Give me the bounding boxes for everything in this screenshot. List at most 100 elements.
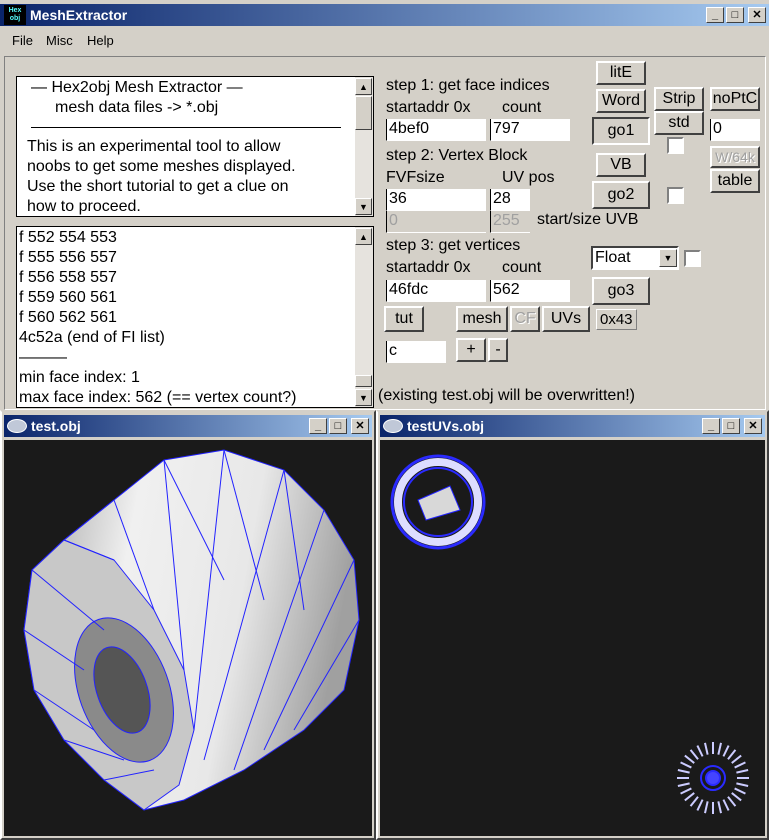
- scroll-thumb[interactable]: [355, 375, 372, 387]
- uv-spoke: [717, 742, 722, 755]
- log-line: f 560 562 561: [19, 309, 117, 326]
- log-line: f 559 560 561: [19, 289, 117, 306]
- std-button[interactable]: std: [654, 111, 704, 135]
- maximize-button[interactable]: □: [329, 418, 347, 434]
- w64k-button: W/64k: [710, 146, 760, 168]
- word-button[interactable]: Word: [596, 89, 646, 113]
- uv-spoke: [684, 792, 695, 802]
- uv-spoke: [727, 796, 737, 807]
- hex-label: 0x43: [596, 309, 637, 330]
- scroll-thumb[interactable]: [355, 96, 372, 130]
- noptc-input[interactable]: 0: [710, 119, 760, 141]
- fvfsize-input[interactable]: 36: [386, 189, 486, 211]
- status-text: (existing test.obj will be overwritten!): [378, 387, 635, 405]
- close-button[interactable]: ✕: [748, 7, 766, 23]
- scroll-down-icon[interactable]: ▼: [355, 198, 372, 215]
- mesh-render: [23, 449, 360, 811]
- log-line: min face index: 1: [19, 369, 140, 386]
- step1-title: step 1: get face indices: [386, 77, 554, 95]
- info-scrollbar[interactable]: ▲ ▼: [355, 77, 373, 216]
- lite-button[interactable]: litE: [596, 61, 646, 85]
- log-scrollbar[interactable]: ▲ ▼: [355, 227, 373, 407]
- log-line: f 556 558 557: [19, 269, 117, 286]
- menu-file[interactable]: File: [12, 33, 33, 48]
- uv-spoke: [727, 749, 737, 760]
- obj-window-icon: [383, 419, 403, 433]
- table-button[interactable]: table: [710, 169, 760, 193]
- noptc-button[interactable]: noPtC: [710, 87, 760, 111]
- main-titlebar: Hex obj MeshExtractor _ □ ✕: [0, 4, 769, 26]
- uvpos-input[interactable]: 28: [490, 189, 530, 211]
- std-checkbox[interactable]: [667, 137, 684, 154]
- c-input[interactable]: c: [386, 341, 446, 363]
- info-line: This is an experimental tool to allow: [27, 138, 281, 155]
- float-select-value: Float: [595, 249, 631, 266]
- step1-startaddr-input[interactable]: 4bef0: [386, 119, 486, 141]
- step3-count-input[interactable]: 562: [490, 280, 570, 302]
- test-window-title: test.obj: [31, 418, 81, 434]
- test-viewport[interactable]: [4, 440, 372, 836]
- menu-misc[interactable]: Misc: [46, 33, 73, 48]
- minimize-button[interactable]: _: [702, 418, 720, 434]
- uv-ring-outer: [390, 454, 486, 550]
- mesh-hub: [93, 646, 151, 734]
- close-button[interactable]: ✕: [351, 418, 369, 434]
- uv-spoke: [684, 754, 695, 764]
- uv-ring-inner: [403, 467, 473, 537]
- go1-button[interactable]: go1: [592, 117, 650, 145]
- vb-button[interactable]: VB: [596, 153, 646, 177]
- log-line: ———: [19, 349, 67, 366]
- log-line: f 552 554 553: [19, 229, 117, 246]
- info-line: Use the short tutorial to get a clue on: [27, 178, 289, 195]
- maximize-button[interactable]: □: [726, 7, 744, 23]
- go3-button[interactable]: go3: [592, 277, 650, 305]
- uv-ring-fill: [394, 458, 482, 546]
- step2-uv-label: UV pos: [502, 169, 555, 186]
- log-line: 4c52a (end of FI list): [19, 329, 165, 346]
- uvs-button[interactable]: UVs: [542, 306, 590, 332]
- uv-spoke: [734, 787, 746, 795]
- step2-title: step 2: Vertex Block: [386, 147, 528, 164]
- uv-spokes: [677, 742, 749, 814]
- go2-button[interactable]: go2: [592, 181, 650, 209]
- test-titlebar: test.obj _ □ ✕: [4, 415, 372, 437]
- step3-title: step 3: get vertices: [386, 237, 521, 254]
- step1-startaddr-label: startaddr 0x: [386, 99, 471, 116]
- scroll-up-icon[interactable]: ▲: [355, 228, 372, 245]
- close-button[interactable]: ✕: [744, 418, 762, 434]
- uv-viewport[interactable]: [380, 440, 765, 836]
- uv-spoke: [689, 749, 699, 760]
- scroll-up-icon[interactable]: ▲: [355, 78, 372, 95]
- uv-spoke: [722, 745, 730, 757]
- strip-button[interactable]: Strip: [654, 87, 704, 111]
- float-checkbox[interactable]: [684, 250, 701, 267]
- uv-spoke: [734, 761, 746, 769]
- uv-spoke: [731, 792, 742, 802]
- mesh-button[interactable]: mesh: [456, 306, 508, 332]
- step1-count-input[interactable]: 797: [490, 119, 570, 141]
- chevron-down-icon[interactable]: ▼: [659, 249, 677, 267]
- step3-startaddr-input[interactable]: 46fdc: [386, 280, 486, 302]
- minimize-button[interactable]: _: [309, 418, 327, 434]
- test-window: test.obj _ □ ✕: [0, 410, 376, 840]
- scroll-down-icon[interactable]: ▼: [355, 389, 372, 406]
- uv-spoke: [696, 799, 704, 811]
- menu-help[interactable]: Help: [87, 33, 114, 48]
- tut-button[interactable]: tut: [384, 306, 424, 332]
- log-box: f 552 554 553 f 555 556 557 f 556 558 55…: [16, 226, 374, 408]
- mesh-wireframe: [23, 449, 360, 781]
- go2-checkbox[interactable]: [667, 187, 684, 204]
- minimize-button[interactable]: _: [706, 7, 724, 23]
- uv-spoke: [722, 799, 730, 811]
- log-line: max face index: 562 (== vertex count?): [19, 389, 297, 406]
- minus-button[interactable]: -: [488, 338, 508, 362]
- uv-spoke: [717, 801, 722, 814]
- float-select[interactable]: Float ▼: [591, 246, 679, 270]
- obj-window-icon: [7, 419, 27, 433]
- uvb-size-input: 255: [490, 211, 530, 233]
- info-line: noobs to get some meshes displayed.: [27, 158, 296, 175]
- cf-button: CF: [510, 306, 540, 332]
- uv-spoke: [704, 742, 709, 755]
- plus-button[interactable]: +: [456, 338, 486, 362]
- maximize-button[interactable]: □: [722, 418, 740, 434]
